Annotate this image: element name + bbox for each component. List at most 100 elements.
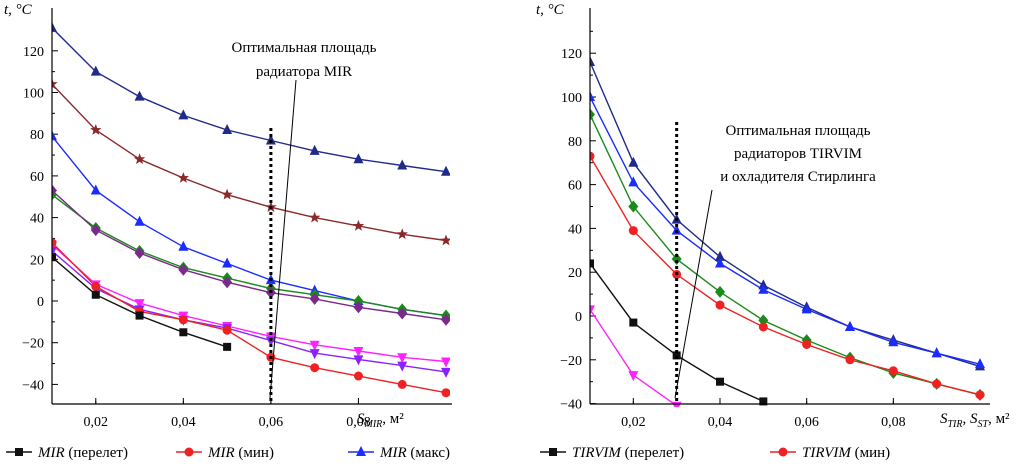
series-line-purple (52, 189, 447, 321)
left-ticks: 120 100 80 60 40 20 0 −20 −40 0,02 0,04 0,06 0,08 (22, 29, 371, 430)
series-line-red (52, 242, 447, 394)
point-black (52, 253, 56, 262)
right-x-axis-label: STIR, SST, м² (940, 411, 1010, 430)
point-red (590, 151, 595, 161)
right-y-axis-label: t, °C (536, 2, 565, 18)
legend-marker (549, 448, 557, 456)
x-tick-label: 0,04 (708, 415, 733, 430)
point-violet (265, 336, 276, 347)
y-tick-label: 80 (30, 128, 44, 143)
point-violet (441, 367, 450, 378)
point-magenta (628, 371, 639, 382)
point-navy (90, 65, 101, 76)
point-navy (222, 124, 233, 135)
y-tick-label: −20 (560, 354, 582, 369)
right-annotation-line3: и охладителя Стирлинга (720, 169, 876, 185)
point-black (672, 351, 681, 360)
y-tick-label: −20 (22, 337, 44, 352)
y-tick-label: −40 (560, 398, 582, 413)
point-navy (590, 55, 595, 66)
point-red (888, 366, 898, 376)
point-black (179, 328, 188, 337)
point-purple (134, 247, 145, 260)
point-brown (177, 172, 189, 183)
point-black (629, 318, 638, 327)
right-annotation-leader (674, 189, 713, 399)
point-purple (90, 224, 101, 237)
point-brown (52, 78, 58, 89)
right-annotation-line2: радиаторов TIRVIM (734, 146, 862, 162)
y-tick-label: −40 (22, 378, 44, 393)
right-series-markers (590, 55, 985, 407)
point-black (716, 377, 724, 386)
x-tick-label: 0,06 (259, 415, 284, 430)
y-tick-label: 40 (30, 212, 44, 227)
point-red (310, 363, 320, 373)
point-blue (845, 320, 855, 331)
point-magenta (590, 305, 595, 316)
point-magenta (309, 340, 320, 351)
point-red (178, 315, 188, 325)
legend-marker (778, 447, 788, 457)
point-green (628, 200, 639, 213)
point-violet (353, 355, 364, 366)
y-tick-label: 100 (23, 87, 44, 102)
right-chart: 120 100 80 60 40 20 0 −20 −40 0,02 0,04 0,06 0,08 t,… (536, 2, 1010, 461)
point-purple (397, 307, 408, 320)
y-tick-label: 40 (568, 222, 582, 237)
point-green (715, 285, 725, 298)
point-green (671, 253, 682, 266)
point-brown (396, 228, 408, 240)
point-red (628, 226, 638, 236)
point-blue (222, 257, 233, 268)
x-tick-label: 0,08 (881, 415, 906, 430)
left-x-axis-label: SMIR, м² (357, 411, 404, 430)
point-purple (309, 292, 320, 305)
y-tick-label: 60 (568, 179, 582, 194)
point-magenta (441, 357, 450, 368)
point-purple (441, 313, 450, 326)
legend-label: MIR (мин) (207, 445, 274, 461)
left-chart: 120 100 80 60 40 20 0 −20 −40 0,02 0,04 0,06 0,08 t,… (4, 2, 452, 461)
y-tick-label: 100 (561, 91, 582, 106)
x-tick-label: 0,02 (84, 415, 109, 430)
point-navy (628, 156, 639, 167)
x-tick-label: 0,02 (621, 415, 646, 430)
legend-marker (15, 448, 23, 456)
point-blue (715, 257, 725, 268)
y-tick-label: 20 (568, 266, 582, 281)
point-magenta (353, 347, 364, 358)
point-navy (178, 109, 189, 120)
left-y-axis-label: t, °C (4, 2, 33, 18)
point-navy (265, 134, 276, 145)
point-red (441, 388, 450, 398)
legend-label: TIRVIM (мин) (802, 445, 890, 461)
series-line-brown (52, 83, 447, 242)
x-tick-label: 0,06 (794, 415, 819, 430)
point-black (91, 290, 100, 299)
point-navy (309, 144, 320, 155)
point-violet (397, 361, 408, 372)
point-blue (178, 240, 189, 251)
point-red (758, 322, 768, 332)
legend-label: MIR (перелет) (37, 445, 128, 461)
point-navy (353, 153, 364, 164)
point-navy (52, 21, 57, 32)
point-red (353, 371, 363, 381)
point-brown (352, 219, 365, 231)
point-red (802, 339, 812, 349)
left-legend: MIR (перелет) MIR (мин) MIR (макс) (6, 445, 450, 461)
y-tick-label: 0 (37, 295, 44, 310)
point-green (353, 295, 364, 307)
point-blue (590, 91, 595, 101)
point-blue (628, 176, 639, 187)
point-red (91, 281, 101, 291)
series-line-green (590, 114, 981, 396)
point-blue (931, 347, 942, 358)
point-brown (133, 153, 146, 165)
right-annotation-line1: Оптимальная площадь (726, 123, 871, 139)
y-tick-label: 0 (575, 310, 582, 325)
series-line-navy (52, 27, 447, 173)
series-line-red (590, 155, 981, 396)
